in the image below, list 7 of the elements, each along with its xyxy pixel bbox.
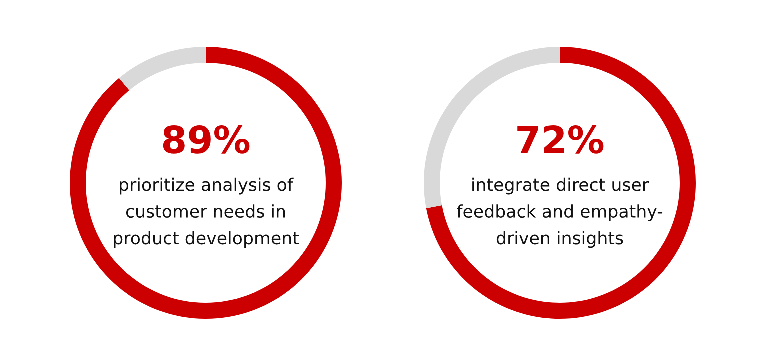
data-label: 72% bbox=[518, 126, 604, 154]
donut-slice bbox=[70, 47, 342, 319]
donut-slice bbox=[119, 47, 206, 91]
data-label: 89% bbox=[163, 126, 250, 154]
donut-slice bbox=[426, 47, 696, 319]
text: integrate direct user feedback and empathy- driven insights bbox=[457, 178, 663, 248]
text: prioritize analysis of customer needs in product development bbox=[114, 178, 299, 248]
